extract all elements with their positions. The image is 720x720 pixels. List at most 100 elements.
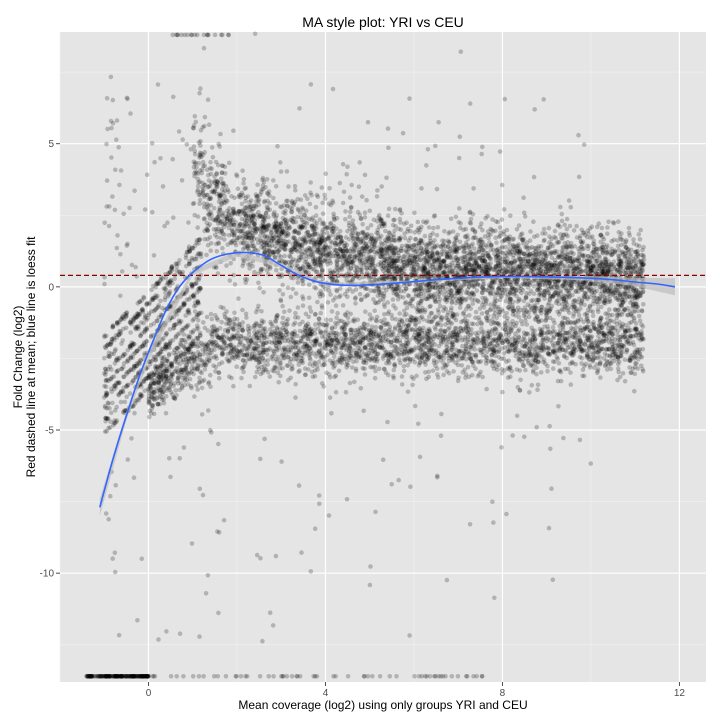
data-point (598, 232, 604, 238)
data-point (215, 179, 220, 184)
data-point (508, 282, 513, 288)
data-point (432, 258, 438, 264)
data-point (262, 218, 267, 224)
data-point (231, 229, 236, 235)
data-point (282, 253, 287, 259)
data-point (305, 264, 311, 270)
data-point (280, 315, 286, 321)
data-point (217, 207, 223, 213)
data-point (469, 263, 475, 268)
data-point (541, 293, 547, 298)
data-point (547, 234, 552, 239)
data-point (481, 287, 487, 292)
data-point (280, 238, 286, 244)
data-point (636, 313, 642, 319)
data-point (626, 225, 632, 231)
data-point (337, 180, 343, 186)
data-point (209, 145, 215, 150)
data-point (296, 230, 302, 236)
data-point (268, 227, 274, 232)
data-point (247, 230, 253, 235)
data-point (322, 258, 328, 263)
data-point (192, 151, 198, 157)
data-point (470, 241, 475, 247)
data-point (620, 268, 626, 274)
data-point (619, 231, 624, 236)
data-point (507, 246, 513, 252)
data-point (376, 289, 382, 295)
data-point (485, 262, 490, 268)
data-point (260, 175, 266, 181)
data-point (620, 294, 625, 299)
data-point (562, 222, 567, 228)
data-point (578, 244, 584, 250)
data-point (381, 264, 387, 270)
data-point (615, 243, 621, 249)
data-point (311, 232, 316, 238)
data-point (602, 285, 607, 290)
data-point (518, 232, 524, 237)
data-point (615, 267, 621, 272)
data-point (602, 294, 607, 300)
data-point (202, 182, 207, 188)
data-point (625, 295, 630, 300)
data-point (377, 276, 382, 282)
data-point (537, 282, 543, 288)
data-point (616, 262, 621, 267)
data-point (498, 233, 503, 239)
data-point (278, 204, 283, 209)
data-point (603, 260, 609, 265)
data-point (528, 229, 533, 234)
data-point (567, 310, 572, 316)
data-point (338, 228, 343, 234)
data-point (409, 244, 415, 249)
data-point (241, 222, 247, 227)
data-point (216, 141, 221, 147)
data-point (352, 226, 358, 231)
data-point (257, 213, 263, 218)
data-point (318, 310, 324, 316)
data-point (535, 300, 540, 305)
data-point (309, 193, 314, 198)
data-point (614, 287, 619, 293)
data-point (641, 254, 646, 259)
data-point (423, 296, 429, 302)
data-point (221, 210, 226, 216)
data-point (230, 210, 236, 215)
data-point (488, 247, 494, 253)
data-point (467, 295, 472, 300)
data-point (582, 302, 587, 308)
data-point (359, 267, 364, 273)
data-point (360, 238, 366, 243)
data-point (594, 249, 599, 255)
data-point (214, 249, 220, 254)
data-point (634, 288, 640, 294)
data-point (353, 295, 358, 300)
data-point (285, 198, 290, 204)
data-point (495, 253, 500, 258)
data-point (364, 272, 369, 277)
data-point (447, 282, 453, 288)
data-point (374, 194, 380, 199)
data-point (435, 225, 441, 230)
data-point (302, 250, 308, 255)
data-point (399, 266, 404, 272)
data-point (434, 232, 440, 238)
data-point (524, 240, 530, 245)
data-point (638, 227, 643, 233)
data-point (528, 265, 534, 270)
data-point (419, 246, 424, 251)
data-point (382, 223, 387, 228)
data-point (477, 239, 483, 244)
data-point (225, 208, 230, 214)
data-point (208, 165, 213, 171)
data-point (403, 286, 409, 292)
data-point (244, 240, 250, 246)
data-point (239, 201, 245, 207)
data-point (480, 255, 486, 261)
data-point (587, 226, 593, 231)
data-point (436, 299, 442, 305)
data-point (348, 205, 354, 210)
data-point (501, 356, 507, 361)
data-point (619, 303, 624, 308)
